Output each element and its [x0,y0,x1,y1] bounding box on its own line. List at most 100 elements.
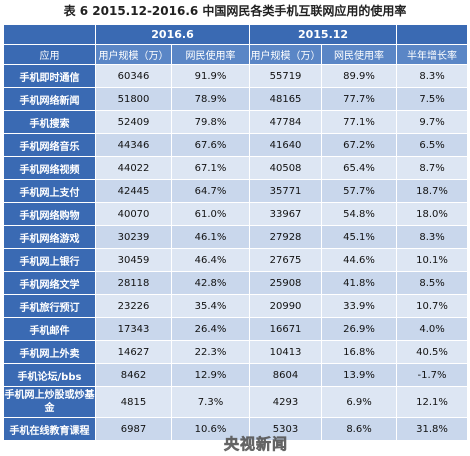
cell-rate-2015-12: 57.7% [321,179,398,203]
usage-table: 2016.6 2015.12 应用 用户规模（万） 网民使用率 用户规模（万） … [3,24,469,441]
cell-users-2016-6: 28118 [95,271,172,295]
table-row: 手机网上外卖 14627 22.3% 10413 16.8% 40.5% [3,340,469,364]
cell-app: 手机网络音乐 [3,133,96,157]
cell-users-2015-12: 48165 [249,87,323,111]
cell-growth: 40.5% [396,340,469,364]
cell-users-2016-6: 14627 [95,340,172,364]
watermark-logo-text: 央视新闻 [224,435,289,454]
cell-app: 手机即时通信 [3,64,96,88]
cell-users-2016-6: 44346 [95,133,172,157]
cell-rate-2015-12: 6.9% [321,386,398,418]
cell-users-2015-12: 5303 [249,417,323,441]
cell-growth: 10.1% [396,248,469,272]
cell-users-2015-12: 41640 [249,133,323,157]
table-row: 手机搜索 52409 79.8% 47784 77.1% 9.7% [3,110,469,134]
cell-rate-2015-12: 33.9% [321,294,398,318]
cell-rate-2016-6: 42.8% [170,271,251,295]
cell-rate-2015-12: 26.9% [321,317,398,341]
cell-users-2016-6: 23226 [95,294,172,318]
cell-rate-2016-6: 35.4% [170,294,251,318]
cell-growth: -1.7% [396,363,469,387]
table-row: 手机网络新闻 51800 78.9% 48165 77.7% 7.5% [3,87,469,111]
cell-app: 手机网上炒股或炒基金 [3,386,96,418]
cell-rate-2015-12: 89.9% [321,64,398,88]
cell-users-2015-12: 35771 [249,179,323,203]
cell-growth: 12.1% [396,386,469,418]
cell-users-2016-6: 6987 [95,417,172,441]
cell-users-2015-12: 4293 [249,386,323,418]
cell-users-2016-6: 52409 [95,110,172,134]
cell-rate-2016-6: 46.4% [170,248,251,272]
table-title: 表 6 2015.12-2016.6 中国网民各类手机互联网应用的使用率 [63,4,407,18]
header-blank-left [3,24,96,45]
header-rate-2016-6: 网民使用率 [170,44,251,65]
cell-growth: 8.3% [396,64,469,88]
cell-growth: 6.5% [396,133,469,157]
cell-app: 手机旅行预订 [3,294,96,318]
cell-growth: 9.7% [396,110,469,134]
cell-rate-2015-12: 45.1% [321,225,398,249]
cell-growth: 8.3% [396,225,469,249]
cell-growth: 10.7% [396,294,469,318]
table-row: 手机网上支付 42445 64.7% 35771 57.7% 18.7% [3,179,469,203]
header-period-2016-6: 2016.6 [94,24,251,45]
table-row: 手机网络音乐 44346 67.6% 41640 67.2% 6.5% [3,133,469,157]
cell-users-2016-6: 8462 [95,363,172,387]
cell-rate-2015-12: 67.2% [321,133,398,157]
table-body: 手机即时通信 60346 91.9% 55719 89.9% 8.3% 手机网络新闻 5180… [3,64,469,441]
cell-app: 手机网络文学 [3,271,96,295]
table-row: 手机网上银行 30459 46.4% 27675 44.6% 10.1% [3,248,469,272]
table-row: 手机网络游戏 30239 46.1% 27928 45.1% 8.3% [3,225,469,249]
cell-growth: 8.7% [396,156,469,180]
cell-users-2015-12: 10413 [249,340,323,364]
cell-users-2016-6: 17343 [95,317,172,341]
cell-app: 手机网上支付 [3,179,96,203]
header-period-2015-12: 2015.12 [249,24,398,45]
cell-rate-2015-12: 77.1% [321,110,398,134]
cell-app: 手机网络视频 [3,156,96,180]
table-row: 手机在线教育课程 6987 10.6% 5303 8.6% 31.8% [3,417,469,441]
cell-rate-2016-6: 46.1% [170,225,251,249]
cell-rate-2015-12: 65.4% [321,156,398,180]
cell-users-2016-6: 42445 [95,179,172,203]
cell-rate-2015-12: 54.8% [321,202,398,226]
cell-app: 手机论坛/bbs [3,363,96,387]
table-row: 手机即时通信 60346 91.9% 55719 89.9% 8.3% [3,64,469,88]
cell-users-2015-12: 8604 [249,363,323,387]
cell-users-2016-6: 60346 [95,64,172,88]
cell-users-2015-12: 16671 [249,317,323,341]
header-rate-2015-12: 网民使用率 [321,44,398,65]
cell-app: 手机搜索 [3,110,96,134]
cell-growth: 7.5% [396,87,469,111]
cell-rate-2016-6: 22.3% [170,340,251,364]
cell-users-2016-6: 30459 [95,248,172,272]
cell-users-2016-6: 4815 [95,386,172,418]
cell-rate-2016-6: 64.7% [170,179,251,203]
cell-app: 手机网上外卖 [3,340,96,364]
table-row: 手机网络视频 44022 67.1% 40508 65.4% 8.7% [3,156,469,180]
cell-growth: 31.8% [396,417,469,441]
table-row: 手机网络购物 40070 61.0% 33967 54.8% 18.0% [3,202,469,226]
cell-users-2015-12: 40508 [249,156,323,180]
cell-growth: 8.5% [396,271,469,295]
cell-users-2015-12: 47784 [249,110,323,134]
cell-growth: 18.7% [396,179,469,203]
cell-users-2016-6: 30239 [95,225,172,249]
cell-rate-2016-6: 61.0% [170,202,251,226]
header-users-2016-6: 用户规模（万） [95,44,172,65]
cell-users-2016-6: 40070 [95,202,172,226]
table-row: 手机网上炒股或炒基金 4815 7.3% 4293 6.9% 12.1% [3,386,469,418]
cell-rate-2016-6: 91.9% [170,64,251,88]
cell-growth: 18.0% [396,202,469,226]
cell-users-2015-12: 33967 [249,202,323,226]
header-users-2015-12: 用户规模（万） [249,44,323,65]
table-row: 手机网络文学 28118 42.8% 25908 41.8% 8.5% [3,271,469,295]
cell-users-2016-6: 44022 [95,156,172,180]
table-row: 手机论坛/bbs 8462 12.9% 8604 13.9% -1.7% [3,363,469,387]
cell-app: 手机网络新闻 [3,87,96,111]
cell-rate-2016-6: 26.4% [170,317,251,341]
cell-users-2015-12: 27675 [249,248,323,272]
cell-rate-2016-6: 7.3% [170,386,251,418]
cell-growth: 4.0% [396,317,469,341]
cell-app: 手机网上银行 [3,248,96,272]
